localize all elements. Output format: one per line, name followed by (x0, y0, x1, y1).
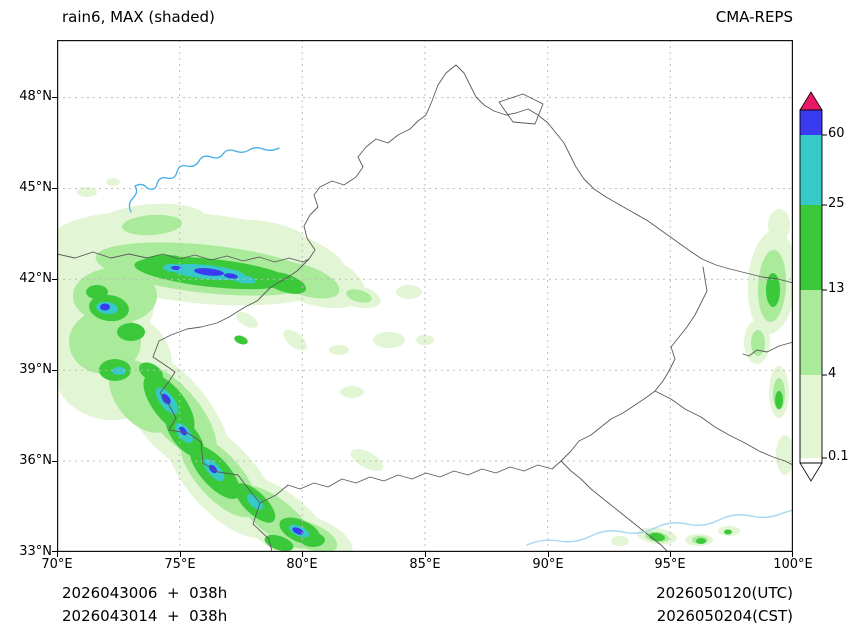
map-frame (57, 40, 793, 552)
y-tick-mark (52, 551, 57, 552)
colorbar-label-60: 60 (828, 126, 845, 141)
colorbar-label-13: 13 (828, 281, 845, 296)
y-tick-label-42n: 42°N (19, 271, 52, 286)
init-time-utc: 2026043006 + 038h (62, 584, 228, 602)
y-tick-mark (52, 279, 57, 280)
colorbar-label-4: 4 (828, 366, 837, 381)
y-tick-label-33n: 33°N (19, 544, 52, 559)
river-north (128, 147, 280, 213)
colorbar-outline (799, 109, 823, 464)
colorbar-segment-25-60 (800, 135, 822, 205)
river-southeast (526, 509, 793, 546)
y-tick-label-48n: 48°N (19, 89, 52, 104)
x-tick-mark (548, 552, 549, 557)
y-tick-mark (52, 461, 57, 462)
colorbar-label-25: 25 (828, 196, 845, 211)
colorbar-segment-under (800, 458, 822, 463)
valid-time-cst: 2026050204(CST) (656, 607, 793, 625)
x-tick-mark (792, 552, 793, 557)
model-name: CMA-REPS (715, 8, 793, 26)
colorbar-under-arrow (799, 462, 823, 482)
precip-level-4-shading (100, 265, 304, 535)
x-tick-label-85e: 85°E (409, 557, 441, 572)
province-borders (57, 64, 793, 552)
x-tick-mark (57, 552, 58, 557)
y-tick-mark (52, 188, 57, 189)
map-canvas (57, 40, 793, 552)
x-tick-mark (670, 552, 671, 557)
x-tick-label-90e: 90°E (532, 557, 564, 572)
colorbar-segment-60plus (800, 110, 822, 135)
x-tick-label-100e: 100°E (773, 557, 813, 572)
x-tick-label-75e: 75°E (164, 557, 196, 572)
colorbar-segment-4-13 (800, 290, 822, 375)
y-tick-label-39n: 39°N (19, 362, 52, 377)
x-tick-label-95e: 95°E (654, 557, 686, 572)
colorbar-segment-0.1-4 (800, 375, 822, 458)
colorbar-label-0.1: 0.1 (828, 449, 849, 464)
x-tick-mark (425, 552, 426, 557)
colorbar-segment-13-25 (800, 205, 822, 290)
valid-time-utc: 2026050120(UTC) (656, 584, 793, 602)
plot-title: rain6, MAX (shaded) (62, 8, 215, 26)
y-tick-label-36n: 36°N (19, 453, 52, 468)
y-tick-mark (52, 97, 57, 98)
x-tick-label-70e: 70°E (41, 557, 73, 572)
grid-lines (57, 40, 793, 552)
x-tick-mark (180, 552, 181, 557)
colorbar-tick-marks (822, 134, 827, 459)
colorbar-over-arrow (799, 91, 823, 111)
colorbar (799, 91, 827, 482)
x-tick-label-80e: 80°E (286, 557, 318, 572)
map-panel (57, 40, 793, 552)
init-time-cst: 2026043014 + 038h (62, 607, 228, 625)
y-tick-label-45n: 45°N (19, 180, 52, 195)
y-tick-mark (52, 370, 57, 371)
x-tick-mark (302, 552, 303, 557)
